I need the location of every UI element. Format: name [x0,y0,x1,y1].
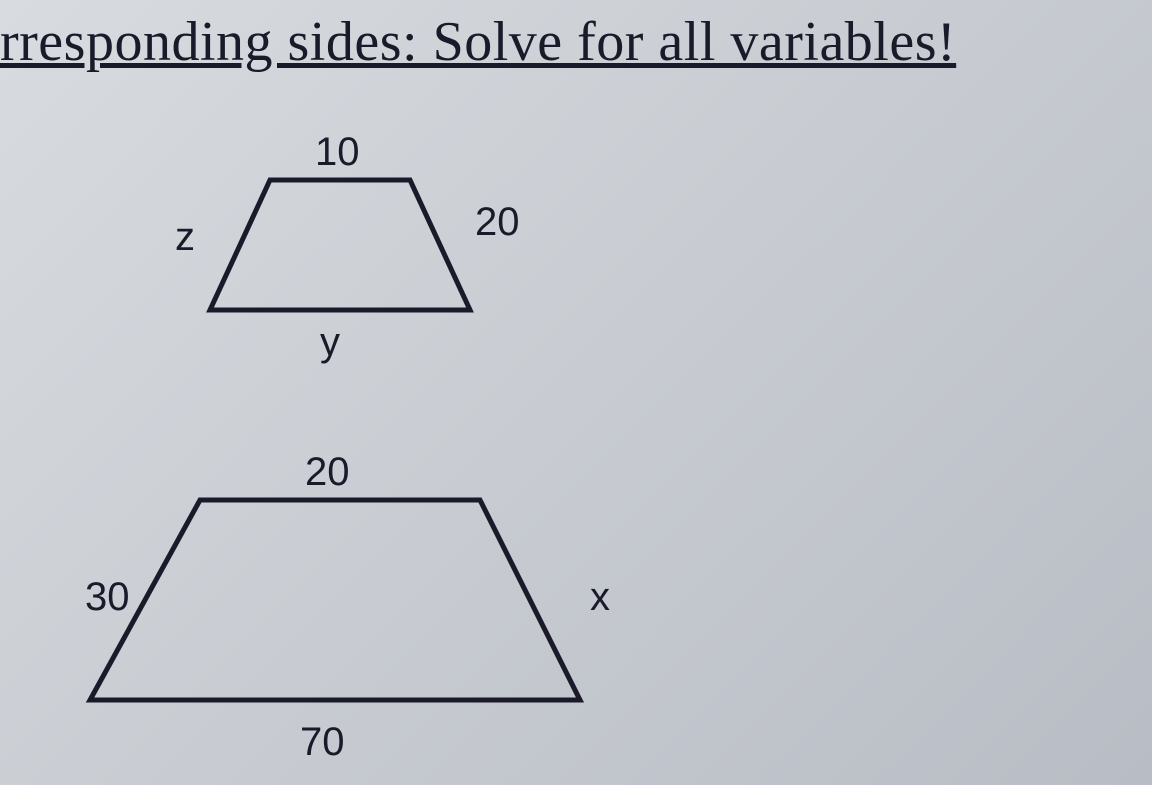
trapezoid-diagram [0,0,1152,785]
small-bottom-label: y [320,320,340,365]
small-top-label: 10 [315,130,360,175]
large-trapezoid [90,500,580,700]
small-trapezoid [210,180,470,310]
large-bottom-label: 70 [300,720,345,765]
large-right-label: x [590,575,610,620]
diagram-container: 10 z 20 y 20 30 x 70 [0,0,1152,785]
large-left-label: 30 [85,575,130,620]
small-left-label: z [175,215,195,260]
large-top-label: 20 [305,450,350,495]
small-right-label: 20 [475,200,520,245]
